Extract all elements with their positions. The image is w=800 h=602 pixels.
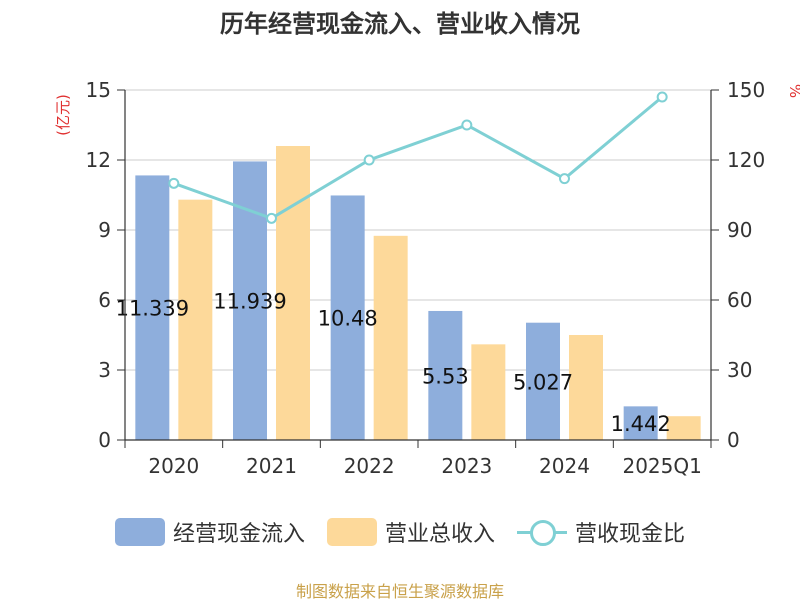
y-left-tick-label: 15 bbox=[86, 78, 111, 102]
ratio-point bbox=[461, 119, 473, 131]
legend-label-ratio: 营收现金比 bbox=[575, 522, 686, 547]
source-footer: 制图数据来自恒生聚源数据库 bbox=[295, 582, 504, 601]
y-left-tick-label: 12 bbox=[86, 148, 111, 172]
legend-item-ratio[interactable]: 营收现金比 bbox=[517, 516, 685, 548]
bar-cash-inflow bbox=[428, 310, 463, 440]
bar-value-label: 5.027 bbox=[513, 370, 573, 394]
ratio-point bbox=[656, 91, 668, 103]
bar-revenue bbox=[373, 235, 408, 440]
chart-title: 历年经营现金流入、营业收入情况 bbox=[220, 10, 580, 38]
y-right-axis-title: % bbox=[786, 84, 800, 98]
x-tick-label: 2020 bbox=[148, 454, 199, 478]
y-right-tick-label: 0 bbox=[727, 428, 740, 452]
bar-cash-inflow bbox=[330, 195, 365, 440]
y-right-tick-label: 150 bbox=[727, 78, 765, 102]
bar-value-label: 10.48 bbox=[318, 307, 378, 331]
y-left-axis-title: (亿元) bbox=[54, 94, 72, 136]
bar-value-label: 11.339 bbox=[116, 297, 189, 321]
x-tick-label: 2023 bbox=[441, 454, 492, 478]
legend-label-cash-inflow: 经营现金流入 bbox=[172, 522, 305, 547]
bar-value-label: 11.939 bbox=[213, 290, 286, 314]
legend-label-revenue: 营业总收入 bbox=[384, 522, 495, 547]
x-tick-label: 2024 bbox=[539, 454, 590, 478]
ratio-point bbox=[559, 173, 570, 185]
x-tick-label: 2025Q1 bbox=[622, 454, 701, 478]
bar-cash-inflow bbox=[135, 175, 170, 440]
legend-item-cash-inflow[interactable]: 经营现金流入 bbox=[114, 516, 305, 548]
y-left-tick-label: 6 bbox=[98, 288, 111, 312]
bar-revenue bbox=[276, 146, 310, 440]
ratio-point bbox=[266, 212, 277, 224]
bar-value-label: 5.53 bbox=[422, 364, 469, 388]
y-right-tick-label: 90 bbox=[727, 218, 752, 242]
legend-swatch-ratio bbox=[517, 518, 567, 546]
ratio-point bbox=[363, 154, 375, 166]
y-right-tick-label: 60 bbox=[727, 288, 752, 312]
y-right-tick-label: 120 bbox=[727, 148, 765, 172]
y-left-tick-label: 9 bbox=[98, 218, 111, 242]
legend-swatch-cash-inflow bbox=[114, 518, 165, 546]
bar-revenue bbox=[569, 335, 603, 440]
chart-plot: 036912150306090120150(亿元)%11.33911.93910… bbox=[54, 78, 800, 478]
bar-value-label: 1.442 bbox=[611, 412, 671, 436]
y-right-tick-label: 30 bbox=[727, 358, 752, 382]
bar-revenue bbox=[178, 199, 213, 440]
bar-cash-inflow bbox=[623, 406, 658, 440]
chart-legend: 经营现金流入 营业总收入 营收现金比 bbox=[0, 516, 800, 548]
x-tick-label: 2021 bbox=[246, 454, 297, 478]
y-left-tick-label: 3 bbox=[98, 358, 111, 382]
ratio-point bbox=[168, 177, 180, 189]
y-left-tick-label: 0 bbox=[98, 428, 111, 452]
bar-cash-inflow bbox=[526, 322, 560, 440]
legend-swatch-revenue bbox=[326, 518, 377, 546]
x-tick-label: 2022 bbox=[344, 454, 395, 478]
legend-item-revenue[interactable]: 营业总收入 bbox=[326, 516, 495, 548]
bar-revenue bbox=[471, 344, 506, 440]
bar-revenue bbox=[666, 416, 701, 440]
ratio-line bbox=[173, 95, 664, 220]
